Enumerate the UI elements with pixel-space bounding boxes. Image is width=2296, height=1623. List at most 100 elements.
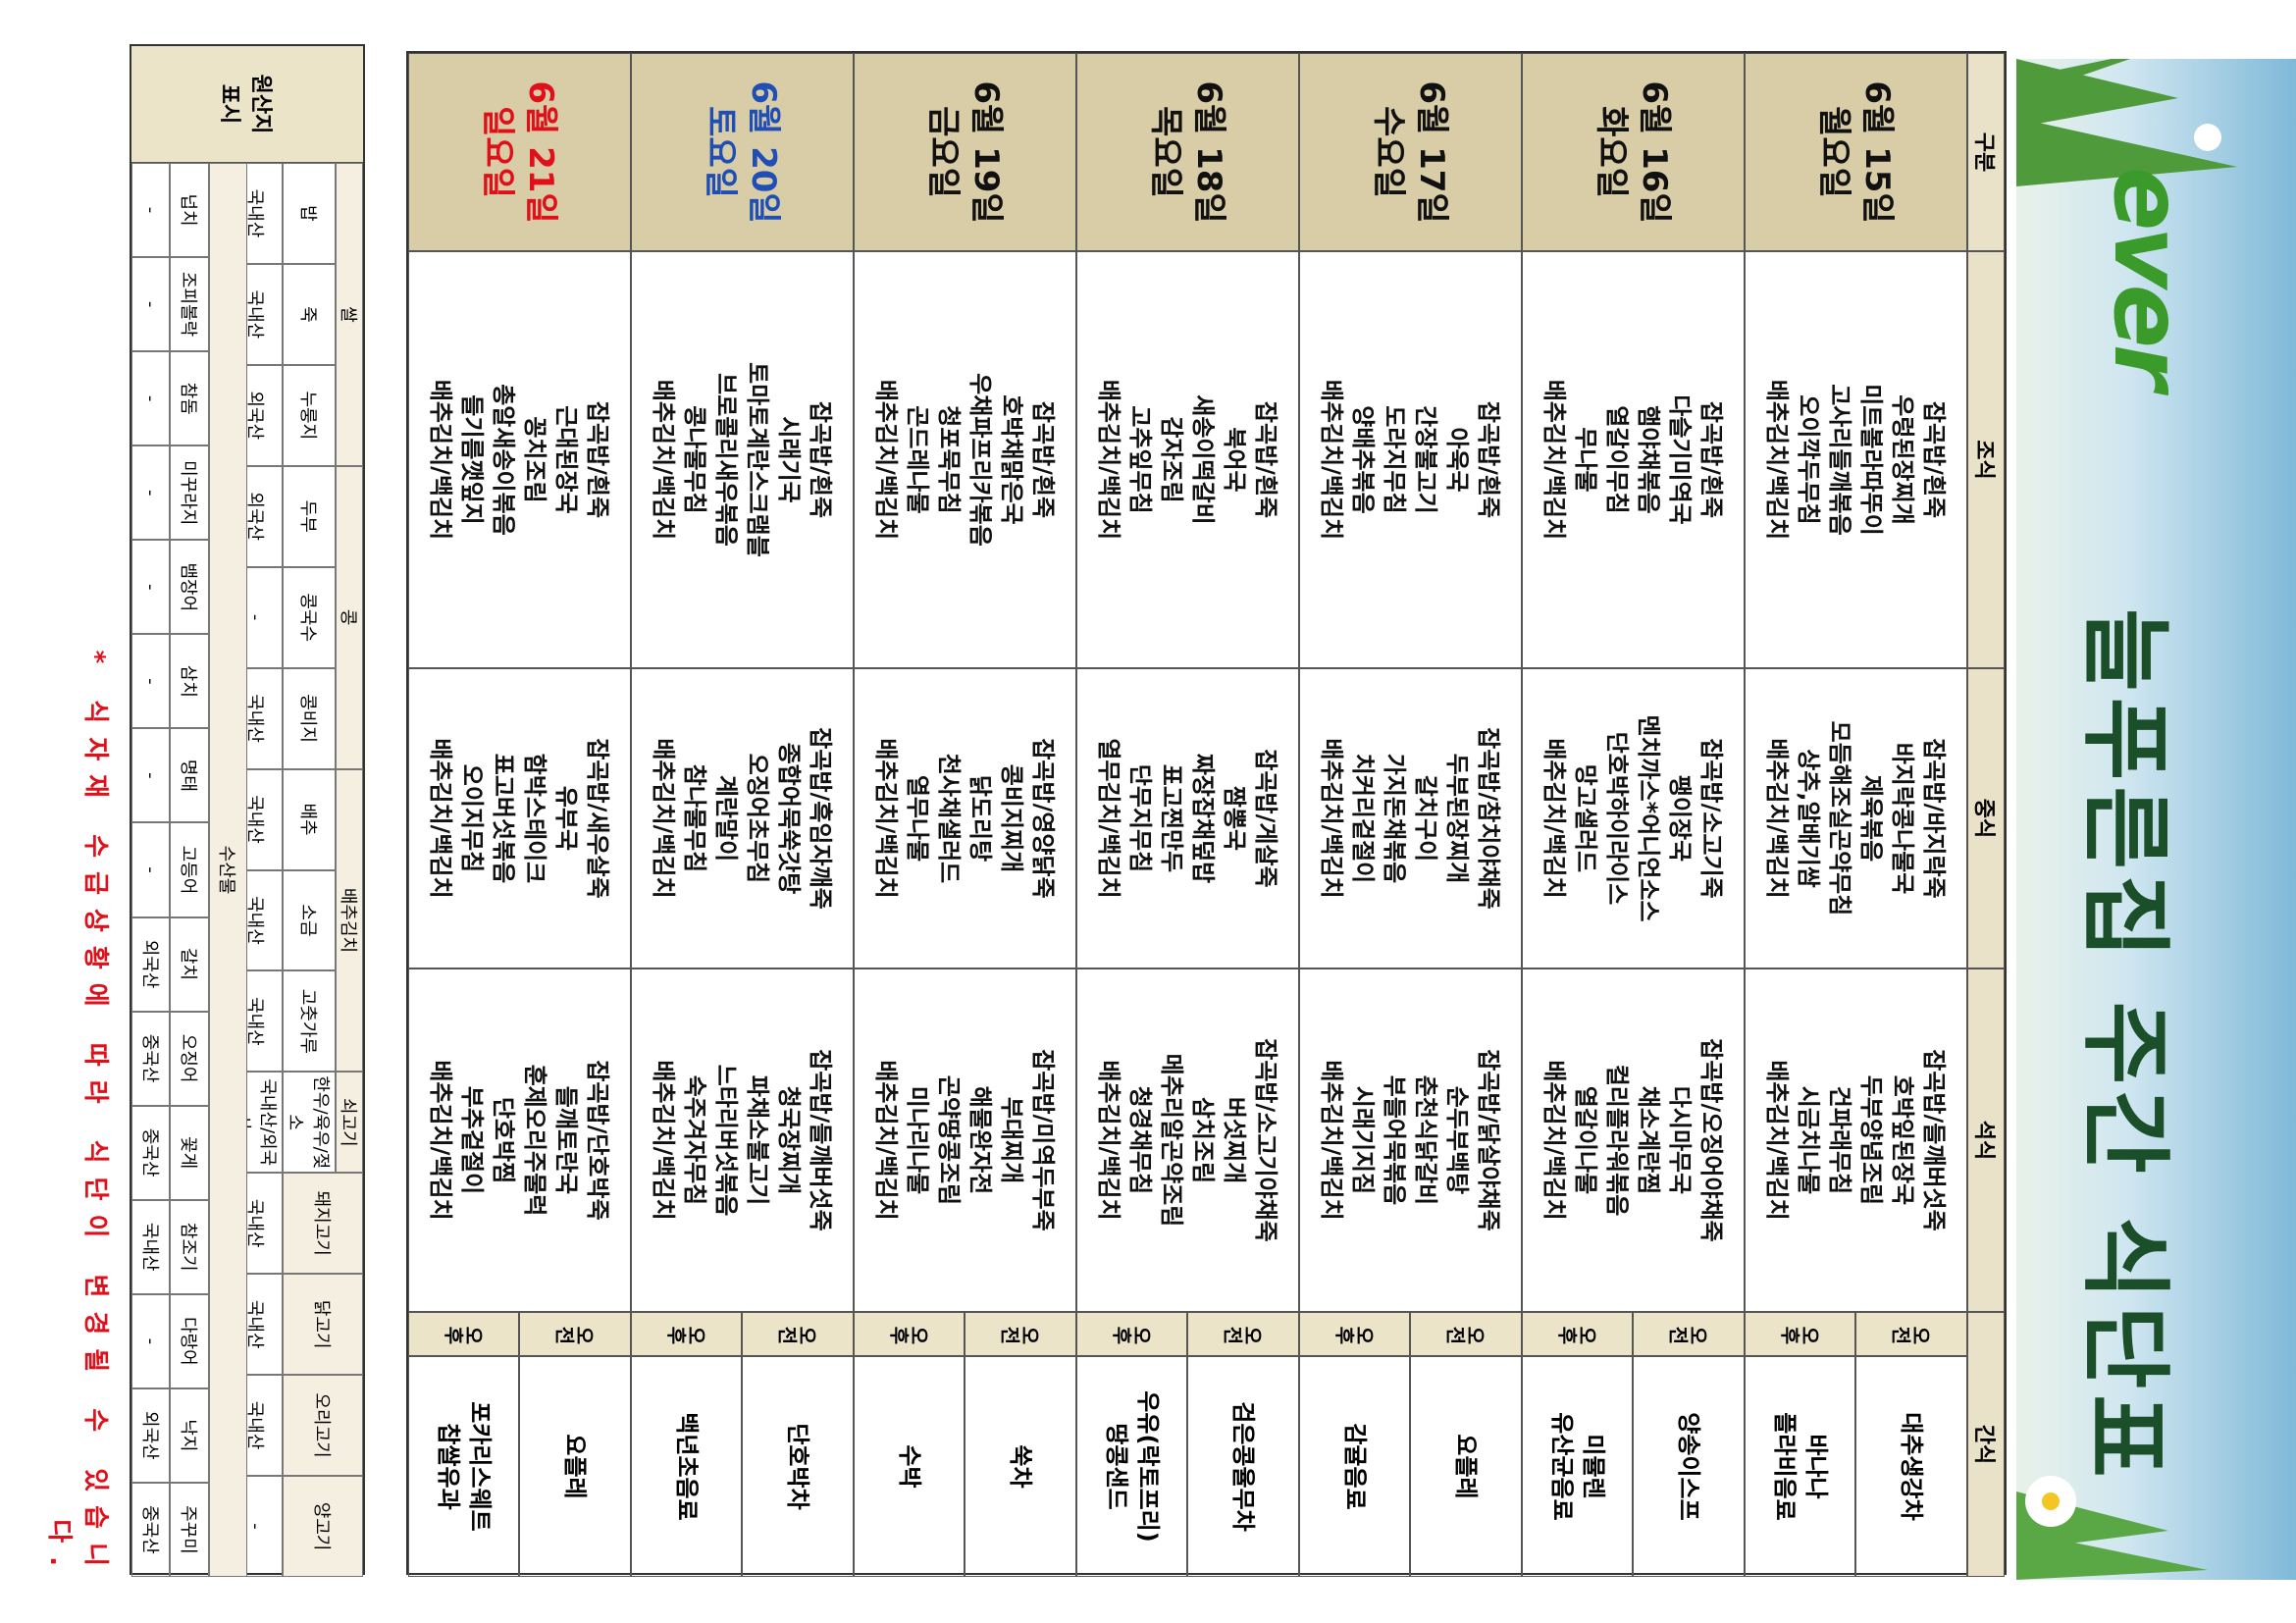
menu-item: 부추겉절이 [458,1085,487,1195]
origin-item: 두부 [283,465,336,567]
day-cell: 6월 21일 일요일 [408,53,631,251]
origin-table: 원산지 표시 쌀 밥 국내산 죽 국내산 누룽지 외국산 콩 두부 외국산 콩국수 - 콩비지 국내산 배추… [130,44,365,1577]
menu-item: 배추김치/백김치 [1095,379,1123,541]
menu-item: 천사채샐러드 [935,753,964,884]
menu-item: 근대된장국 [552,405,581,514]
day-cell: 6월 19일 금요일 [854,53,1076,251]
origin-item: 참돔 [170,351,209,446]
snack-item: 우유(락토프리) [1133,1390,1162,1543]
menu-item: 들깨토란국 [552,1085,581,1195]
origin-item: 갈치 [170,916,209,1012]
origin-item: 낙지 [170,1387,209,1483]
title: 늘푸른집 주간 식단표 [2072,608,2177,1484]
snack-time: 오전 [1187,1312,1299,1356]
menu-item: 토마토계란스크램블 [744,362,772,557]
meal-cell: 잡곡밥/오징어야채죽 다시마무국 채소계란찜 컬리플라워볶음 열갈이나물 배추김치/백김치 [1522,969,1745,1312]
menu-item: 열갈이나물 [1572,1085,1600,1195]
origin-item: 죽 [283,263,336,365]
origin-item: 넙치 [170,163,209,258]
menu-item: 배추김치/백김치 [1318,1060,1346,1221]
origin-item: 한우/육우/젖소 [283,1072,336,1174]
menu-item: 배추김치/백김치 [427,738,455,899]
menu-item: 잡곡밥/소고기죽 [1697,738,1726,899]
origin-country: - [131,634,171,729]
snack-item: 검은콩율무차 [1229,1401,1258,1532]
snack-time: 오전 [965,1312,1076,1356]
snack-cell: 요플레 [519,1356,631,1577]
origin-country: 중국산 [131,1482,171,1577]
origin-item: 누룽지 [283,364,336,466]
menu-item: 청국장찌개 [775,1085,804,1195]
menu-item: 잡곡밥/흰죽 [1252,400,1280,519]
menu-item: 청포묵무침 [935,405,964,514]
origin-group: 돼지고기 [283,1173,363,1275]
origin-item: 밥 [283,163,336,264]
origin-grid: 수산물 넙치 - 조피볼락 - 참돔 - 미꾸라지 - 뱀장어 - 삼치 - 명태 - 고등어 - 갈치 외국산 오징… [131,163,247,1577]
menu-item: 우렁된장찌개 [1889,394,1917,525]
menu-item: 단무지무침 [1126,763,1155,873]
banner-art [2016,59,2296,1580]
menu-item: 해물완자전 [966,1085,995,1195]
date: 6월 18일 [1189,80,1229,224]
meal-cell: 잡곡밥/들깨버섯죽 청국장찌개 파채소불고기 느타리버섯볶음 숙주겨자무침 배추김치/백김… [631,969,854,1312]
snack-time: 오후 [854,1312,965,1356]
snack-cell: 쑥차 [965,1356,1076,1577]
menu-item: 잡곡밥/흑임자깨죽 [807,727,835,910]
meal-cell: 잡곡밥/흰죽 호박채맑은국 우채파프리카볶음 청포묵무침 곤드레나물 배추김치/백김치 [854,251,1076,668]
weekday: 수요일 [1369,106,1409,198]
snack-item: 미뮬렌 [1579,1434,1607,1499]
menu-item: 잡곡밥/미역두부죽 [1029,1049,1058,1231]
meal-cell: 잡곡밥/단호박죽 들깨토란국 훈제오리주물럭 단호박찜 부추겉절이 배추김치/백김치 [408,969,631,1312]
snack-item: 감귤음료 [1340,1423,1369,1510]
origin-country: - [131,445,171,541]
menu-item: 다시마무국 [1666,1085,1695,1195]
menu-item: 유부국 [552,785,581,852]
snack-cell: 수박 [854,1356,965,1577]
flower-center [2042,1492,2060,1510]
snack-cell: 백년초음료 [631,1356,743,1577]
date: 6월 21일 [521,80,561,224]
menu-item: 시래기국 [775,416,804,503]
origin-grid: 쌀 밥 국내산 죽 국내산 누룽지 외국산 콩 두부 외국산 콩국수 - 콩비지 국내산 배추김치 배추 국내산… [230,163,363,1577]
menu-item: 청경채무침 [1126,1085,1155,1195]
snack-cell: 양송이스프 [1633,1356,1745,1577]
origin-item: 조피볼락 [170,257,209,352]
menu-item: 배추김치/백김치 [1540,738,1569,899]
menu-item: 열무김치/백김치 [1095,738,1123,899]
menu-item: 두부양념조림 [1857,1074,1886,1206]
snack-item: 단호박차 [784,1423,812,1510]
menu-item: 부대찌개 [998,1096,1026,1184]
menu-item: 컬리플라워볶음 [1603,1064,1632,1217]
menu-item: 삼치조림 [1189,1096,1218,1184]
origin-group: 배추김치 [336,768,363,1073]
menu-item: 배추김치/백김치 [1318,379,1346,541]
snack-item: 플라비음료 [1770,1412,1799,1521]
menu-item: 다슬기미역국 [1666,394,1695,525]
snack-time: 오전 [519,1312,631,1356]
origin-item: 뱀장어 [170,540,209,635]
meal-cell: 잡곡밥/흰죽 다슬기미역국 햄야채볶음 열갈이무침 무나물 배추김치/백김치 [1522,251,1745,668]
menu-item: 망고샐러드 [1572,763,1600,873]
origin-country: - [131,822,171,917]
meal-cell: 잡곡밥/새우살죽 유부국 함박스테이크 표고버섯볶음 오이지무침 배추김치/백김치 [408,668,631,969]
snack-time: 오전 [1410,1312,1522,1356]
menu-item: 잡곡밥/참치야채죽 [1475,727,1503,910]
day-cell: 6월 20일 토요일 [631,53,854,251]
menu-item: 배추김치/백김치 [427,379,455,541]
origin-group: 양고기 [283,1476,363,1577]
meal-cell: 잡곡밥/미역두부죽 부대찌개 해물완자전 곤약땅콩조림 미나리나물 배추김치/백김치 [854,969,1076,1312]
menu-item: 간장불고기 [1412,405,1440,514]
origin-item: 다랑어 [170,1293,209,1388]
menu-item: 열무나물 [904,774,932,863]
meal-cell: 잡곡밥/소고기야채죽 버섯찌개 삼치조림 메추리알곤약조림 청경채무침 배추김치/백김치 [1076,969,1299,1312]
menu-item: 배추김치/백김치 [1763,738,1792,899]
snack-item: 바나나 [1801,1434,1830,1499]
menu-item: 잡곡밥/단호박죽 [584,1060,612,1221]
menu-item: 부들어묵볶음 [1381,1074,1409,1206]
menu-item: 고추잎무침 [1126,405,1155,514]
weekday: 금요일 [923,106,964,198]
menu-item: 배추김치/백김치 [872,738,901,899]
column-header: 간식 [1967,1312,2005,1577]
date: 6월 19일 [966,80,1007,224]
